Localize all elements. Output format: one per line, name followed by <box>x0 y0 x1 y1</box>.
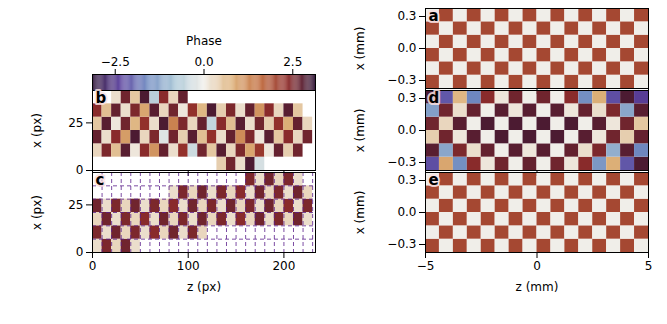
svg-text:−0.3: −0.3 <box>387 237 416 251</box>
svg-text:0.0: 0.0 <box>397 41 416 55</box>
svg-text:e: e <box>429 171 439 189</box>
svg-text:b: b <box>96 89 107 107</box>
svg-text:0: 0 <box>76 245 84 259</box>
svg-text:z (mm): z (mm) <box>516 280 559 294</box>
svg-text:x (mm): x (mm) <box>353 191 367 235</box>
svg-text:0.3: 0.3 <box>397 173 416 187</box>
svg-text:25: 25 <box>68 198 83 212</box>
svg-text:0: 0 <box>89 259 97 273</box>
svg-text:z (px): z (px) <box>187 280 221 294</box>
svg-text:a: a <box>429 7 439 25</box>
svg-text:2.5: 2.5 <box>283 55 302 69</box>
svg-text:−2.5: −2.5 <box>101 55 130 69</box>
svg-text:0.0: 0.0 <box>194 55 213 69</box>
svg-text:x (mm): x (mm) <box>353 109 367 153</box>
svg-text:d: d <box>429 89 440 107</box>
svg-text:−5: −5 <box>417 259 435 273</box>
svg-text:0: 0 <box>76 163 84 177</box>
svg-text:0.0: 0.0 <box>397 123 416 137</box>
svg-text:200: 200 <box>272 259 295 273</box>
svg-text:c: c <box>96 171 105 189</box>
svg-text:100: 100 <box>177 259 200 273</box>
svg-text:x (mm): x (mm) <box>353 27 367 71</box>
svg-text:0.3: 0.3 <box>397 91 416 105</box>
svg-text:−0.3: −0.3 <box>387 73 416 87</box>
svg-text:x (px): x (px) <box>30 195 44 230</box>
svg-text:Phase: Phase <box>186 34 222 48</box>
svg-text:x (px): x (px) <box>30 113 44 148</box>
svg-text:0.3: 0.3 <box>397 9 416 23</box>
svg-text:25: 25 <box>68 116 83 130</box>
svg-text:0.0: 0.0 <box>397 205 416 219</box>
svg-text:0: 0 <box>533 259 541 273</box>
svg-text:−0.3: −0.3 <box>387 155 416 169</box>
svg-text:5: 5 <box>645 259 653 273</box>
